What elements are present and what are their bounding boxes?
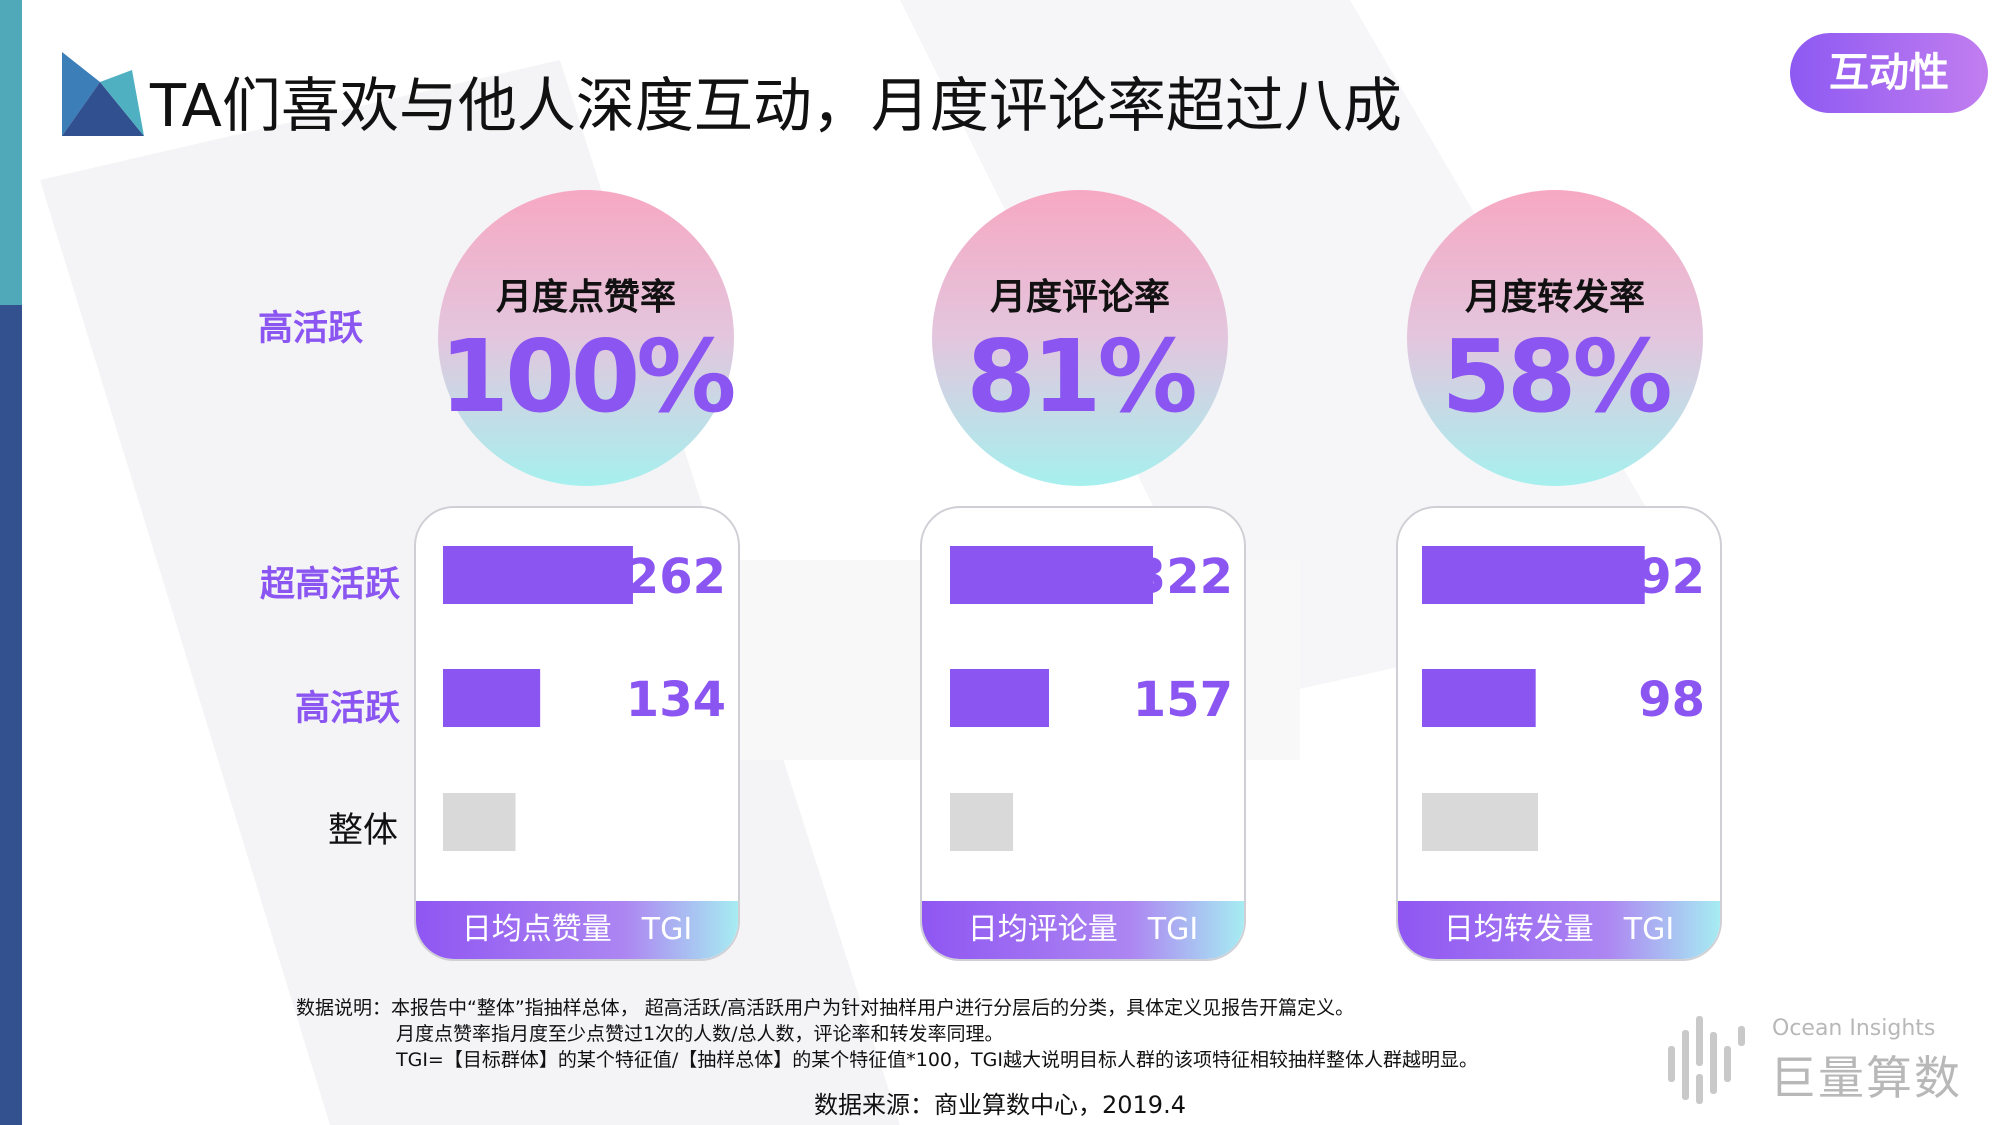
- bar-value-label: 322: [1133, 549, 1233, 605]
- bar-value-label: 157: [1133, 672, 1233, 728]
- bar-super-active: [950, 546, 1153, 604]
- bar-overall: [1422, 793, 1538, 851]
- bar-value-label: 134: [626, 672, 726, 728]
- bar-high-active: [950, 669, 1049, 727]
- page-title: TA们喜欢与他人深度互动，月度评论率超过八成: [150, 71, 1402, 140]
- bar-value-label: 98: [1638, 672, 1705, 728]
- brand-name-en: Ocean Insights: [1772, 1016, 1936, 1041]
- like-rate-value: 100%: [439, 318, 737, 435]
- bar-value-label: 262: [626, 549, 726, 605]
- ocean-insights-logo-icon: [1668, 1016, 1745, 1104]
- row-label-overall: 整体: [328, 811, 399, 851]
- comment-tgi-axis-label: 日均评论量 TGI: [922, 901, 1244, 959]
- left-accent-bar-bottom: [0, 305, 22, 1125]
- bar-overall: [950, 793, 1014, 851]
- share-tgi-panel: 日均转发量 TGI: [1396, 506, 1722, 961]
- comment-rate-circle: 月度评论率 81%: [932, 190, 1228, 486]
- like-rate-circle: 月度点赞率 100%: [438, 190, 737, 486]
- like-tgi-chart: 262 134: [443, 546, 726, 851]
- row-label-high-active: 高活跃: [295, 689, 401, 729]
- note-line-2: 月度点赞率指月度至少点赞过1次的人数/总人数，评论率和转发率同理。: [396, 1023, 1004, 1045]
- share-tgi-chart: 192 98: [1422, 546, 1705, 851]
- row-label-super-active: 超高活跃: [260, 565, 401, 605]
- share-rate-label: 月度转发率: [1464, 277, 1645, 318]
- bar-high-active: [443, 669, 541, 727]
- bar-high-active: [1422, 669, 1536, 727]
- bar-value-label: 192: [1605, 549, 1705, 605]
- note-line-1: 数据说明：本报告中“整体”指抽样总体， 超高活跃/高活跃用户为针对抽样用户进行分…: [296, 997, 1355, 1019]
- data-source: 数据来源：商业算数中心，2019.4: [814, 1091, 1186, 1119]
- like-rate-label: 月度点赞率: [495, 277, 676, 318]
- comment-rate-value: 81%: [966, 318, 1197, 435]
- section-tag: 互动性: [1790, 33, 1988, 113]
- share-rate-circle: 月度转发率 58%: [1407, 190, 1703, 486]
- top-row-label: 高活跃: [258, 309, 364, 349]
- brand-name-cn: 巨量算数: [1770, 1051, 1962, 1105]
- share-tgi-axis-label: 日均转发量 TGI: [1398, 901, 1720, 959]
- note-line-3: TGI=【目标群体】的某个特征值/【抽样总体】的某个特征值*100，TGI越大说…: [396, 1049, 1478, 1071]
- like-tgi-axis-label: 日均点赞量 TGI: [416, 901, 738, 959]
- bar-super-active: [443, 546, 633, 604]
- report-logo-icon: [62, 52, 144, 136]
- comment-rate-label: 月度评论率: [989, 277, 1170, 318]
- share-rate-value: 58%: [1441, 318, 1672, 435]
- bar-overall: [443, 793, 516, 851]
- bar-super-active: [1422, 546, 1645, 604]
- left-accent-bar-top: [0, 0, 22, 305]
- comment-tgi-chart: 322 157: [950, 546, 1233, 851]
- data-notes: 数据说明：本报告中“整体”指抽样总体， 超高活跃/高活跃用户为针对抽样用户进行分…: [296, 995, 1478, 1073]
